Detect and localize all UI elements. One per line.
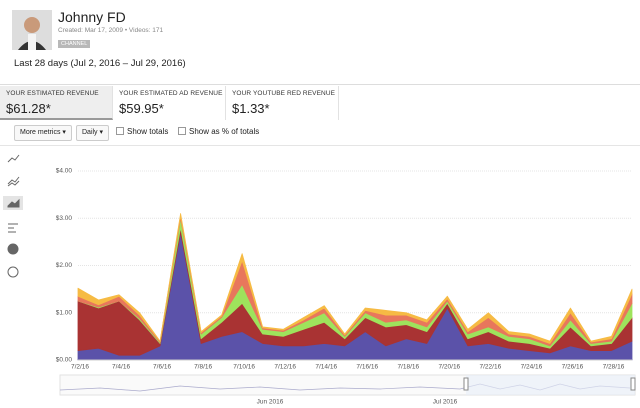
y-tick-label: $3.00: [56, 215, 73, 222]
y-tick-label: $4.00: [56, 168, 73, 175]
avatar: [12, 10, 52, 50]
divider: [0, 145, 640, 146]
show-percent-checkbox[interactable]: Show as % of totals: [178, 127, 259, 136]
x-tick-label: 7/10/16: [233, 364, 255, 371]
x-tick-label: 7/2/16: [71, 364, 89, 371]
show-totals-checkbox[interactable]: Show totals: [116, 127, 168, 136]
line-chart-icon[interactable]: [7, 154, 20, 163]
metric-label: YOUR ESTIMATED REVENUE: [6, 90, 99, 97]
interval-dropdown[interactable]: Daily ▾: [76, 125, 110, 141]
channel-badge: CHANNEL: [58, 40, 91, 48]
x-tick-label: 7/18/16: [397, 364, 419, 371]
metric-label: YOUR ESTIMATED AD REVENUE: [119, 90, 223, 97]
pie-icon[interactable]: [7, 243, 19, 255]
metric-value: $61.28*: [6, 101, 51, 116]
y-tick-label: $1.00: [56, 309, 73, 316]
x-tick-label: 7/24/16: [521, 364, 543, 371]
navigator-handle[interactable]: [630, 377, 636, 391]
area: [77, 213, 633, 344]
x-tick-label: 7/6/16: [153, 364, 171, 371]
more-metrics-button[interactable]: More metrics ▾: [14, 125, 72, 141]
metric-card[interactable]: YOUR ESTIMATED AD REVENUE $59.95*: [113, 86, 226, 120]
bar-icon[interactable]: [8, 223, 18, 233]
x-tick-label: 7/8/16: [194, 364, 212, 371]
channel-name[interactable]: Johnny FD: [58, 9, 126, 25]
channel-meta: Created: Mar 17, 2009 • Videos: 171: [58, 27, 164, 34]
y-tick-label: $2.00: [56, 262, 73, 269]
navigator-handle[interactable]: [463, 377, 469, 391]
button-label: More metrics: [20, 129, 61, 136]
chart-type-sidebar: [3, 154, 23, 278]
x-tick-label: 7/12/16: [274, 364, 296, 371]
navigator-selection[interactable]: [466, 375, 635, 395]
x-tick-label: 7/26/16: [562, 364, 584, 371]
x-tick-label: 7/28/16: [603, 364, 625, 371]
metric-value: $1.33*: [232, 101, 270, 116]
checkbox-label: Show as % of totals: [189, 127, 260, 136]
metric-value: $59.95*: [119, 101, 164, 116]
metric-card[interactable]: YOUR YOUTUBE RED REVENUE $1.33*: [226, 86, 339, 120]
metric-card[interactable]: YOUR ESTIMATED REVENUE $61.28*: [0, 86, 113, 120]
x-tick-label: 7/22/16: [480, 364, 502, 371]
checkbox-label: Show totals: [127, 127, 169, 136]
navigator-label: Jun 2016: [257, 399, 284, 406]
multi-line-icon[interactable]: [7, 176, 20, 187]
y-tick-label: $0.00: [56, 357, 73, 364]
x-tick-label: 7/14/16: [315, 364, 337, 371]
x-tick-label: 7/4/16: [112, 364, 130, 371]
metric-label: YOUR YOUTUBE RED REVENUE: [232, 90, 336, 97]
button-label: Daily: [82, 129, 98, 136]
x-tick-label: 7/20/16: [438, 364, 460, 371]
x-tick-label: 7/16/16: [356, 364, 378, 371]
stacked-area-icon[interactable]: [7, 198, 20, 208]
map-icon[interactable]: [7, 266, 19, 278]
divider: [0, 84, 640, 85]
navigator-label: Jul 2016: [433, 399, 458, 406]
date-range[interactable]: Last 28 days (Jul 2, 2016 – Jul 29, 2016…: [14, 58, 186, 69]
